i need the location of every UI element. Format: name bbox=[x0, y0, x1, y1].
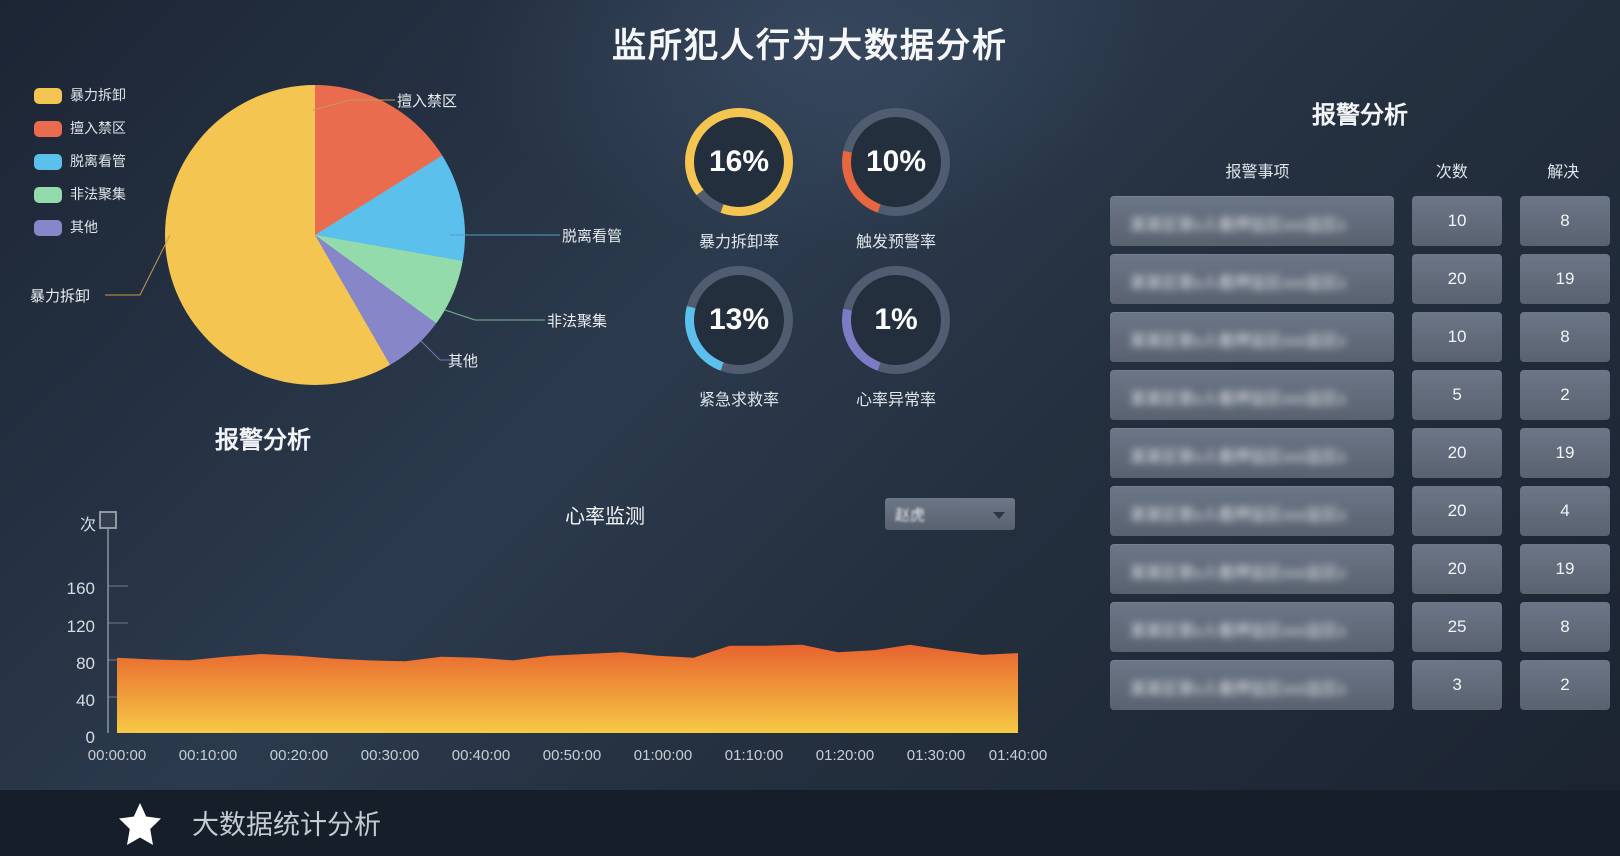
svg-text:00:00:00: 00:00:00 bbox=[88, 747, 146, 760]
svg-text:0: 0 bbox=[86, 728, 95, 747]
svg-text:00:40:00: 00:40:00 bbox=[452, 747, 510, 760]
svg-text:01:40:00: 01:40:00 bbox=[989, 747, 1047, 760]
svg-text:01:00:00: 01:00:00 bbox=[634, 747, 692, 760]
svg-text:00:50:00: 00:50:00 bbox=[543, 747, 601, 760]
svg-text:160: 160 bbox=[67, 579, 95, 598]
svg-text:01:20:00: 01:20:00 bbox=[816, 747, 874, 760]
svg-text:00:30:00: 00:30:00 bbox=[361, 747, 419, 760]
svg-text:01:10:00: 01:10:00 bbox=[725, 747, 783, 760]
svg-text:00:20:00: 00:20:00 bbox=[270, 747, 328, 760]
svg-text:40: 40 bbox=[76, 691, 95, 710]
svg-text:80: 80 bbox=[76, 654, 95, 673]
svg-text:次: 次 bbox=[80, 516, 96, 534]
svg-text:01:30:00: 01:30:00 bbox=[907, 747, 965, 760]
svg-text:00:10:00: 00:10:00 bbox=[179, 747, 237, 760]
svg-text:120: 120 bbox=[67, 617, 95, 636]
